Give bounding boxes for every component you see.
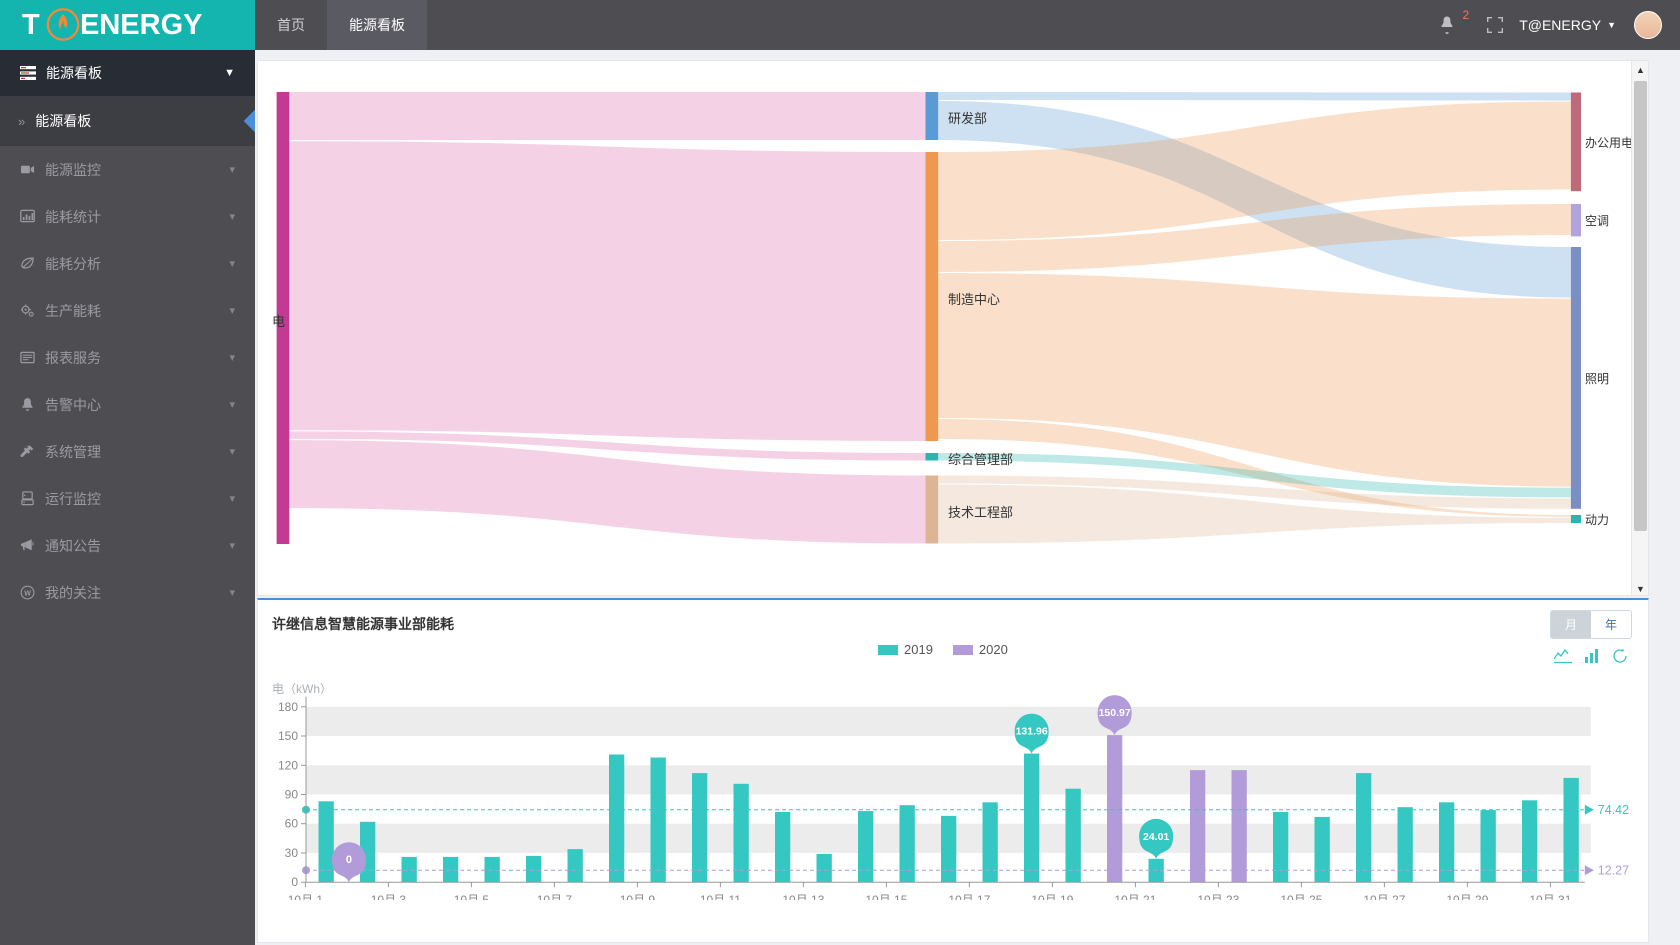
svg-text:150.97: 150.97 (1099, 707, 1131, 719)
svg-text:ENERGY: ENERGY (80, 9, 202, 41)
svg-text:T: T (22, 9, 40, 41)
svg-text:10月 3: 10月 3 (371, 893, 407, 900)
svg-text:10月 1: 10月 1 (288, 893, 324, 900)
svg-text:10月 27: 10月 27 (1363, 893, 1405, 900)
svg-text:10月 15: 10月 15 (865, 893, 907, 900)
svg-text:74.42: 74.42 (1598, 803, 1629, 817)
svg-text:90: 90 (285, 788, 299, 802)
svg-text:60: 60 (285, 817, 299, 831)
svg-text:150: 150 (278, 729, 298, 743)
svg-text:120: 120 (278, 758, 298, 772)
svg-text:10月 9: 10月 9 (620, 893, 656, 900)
svg-text:180: 180 (278, 700, 298, 714)
svg-text:10月 5: 10月 5 (454, 893, 490, 900)
svg-text:10月 29: 10月 29 (1446, 893, 1488, 900)
svg-text:0: 0 (346, 854, 352, 866)
svg-text:131.96: 131.96 (1016, 726, 1048, 738)
svg-text:10月 23: 10月 23 (1197, 893, 1239, 900)
svg-text:10月 21: 10月 21 (1114, 893, 1156, 900)
svg-text:30: 30 (285, 846, 299, 860)
svg-text:10月 11: 10月 11 (700, 893, 741, 900)
svg-text:10月 13: 10月 13 (782, 893, 824, 900)
svg-text:10月 31: 10月 31 (1529, 893, 1571, 900)
svg-text:10月 25: 10月 25 (1280, 893, 1322, 900)
svg-text:12.27: 12.27 (1598, 864, 1629, 878)
svg-text:0: 0 (291, 875, 298, 889)
svg-text:24.01: 24.01 (1143, 831, 1169, 843)
svg-text:10月 17: 10月 17 (948, 893, 990, 900)
svg-text:10月 7: 10月 7 (537, 893, 573, 900)
svg-text:10月 19: 10月 19 (1031, 893, 1073, 900)
